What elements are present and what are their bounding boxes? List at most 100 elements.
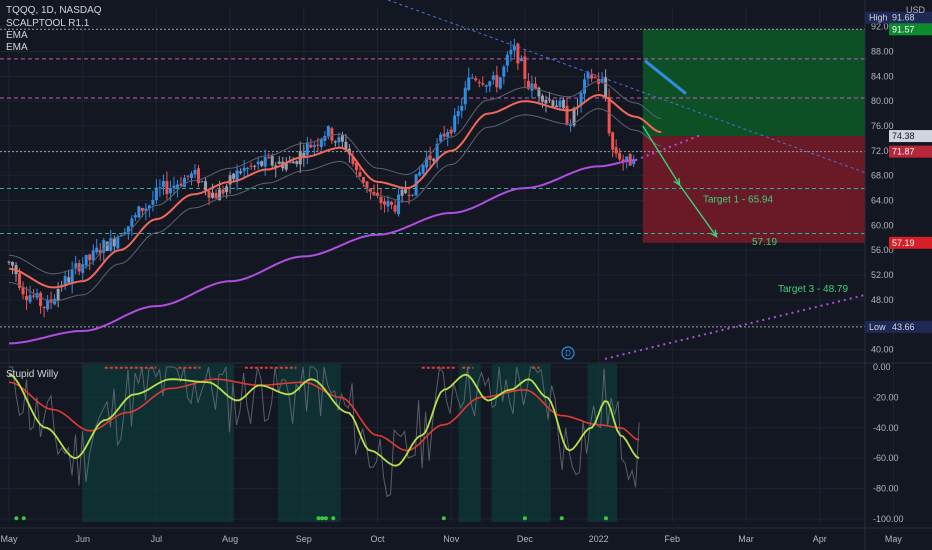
candle-body — [235, 170, 239, 181]
candle-body — [383, 201, 387, 205]
candle-body — [168, 188, 172, 194]
candle-body — [516, 43, 520, 64]
time-tick: Aug — [222, 534, 238, 544]
price-tick: 68.00 — [871, 171, 894, 181]
candle-body — [460, 105, 464, 111]
ema-fast-line — [8, 93, 662, 289]
osc-tick: -80.00 — [873, 484, 899, 494]
high-value: 91.68 — [892, 13, 915, 23]
low-value-bg — [889, 320, 932, 333]
osc-oversold-mark — [331, 516, 336, 521]
candle-body — [463, 87, 467, 105]
candle-body — [558, 100, 562, 107]
price-tick: 80.00 — [871, 96, 894, 106]
candle-body — [7, 261, 11, 263]
oscillator-title[interactable]: Stupid Willy — [6, 369, 59, 380]
candle-body — [263, 157, 267, 167]
candle-body — [526, 80, 530, 89]
candle-body — [218, 189, 222, 201]
candle-body — [109, 238, 113, 251]
osc-tick: -40.00 — [873, 423, 899, 433]
take-profit-tag: 91.57 — [892, 24, 915, 34]
target1-label: Target 1 - 65.94 — [703, 194, 773, 205]
price-tag: 74.38 — [892, 131, 915, 141]
candle-body — [428, 155, 432, 160]
price-tick: 64.00 — [871, 196, 894, 206]
price-tick: 88.00 — [871, 46, 894, 56]
candle-body — [358, 172, 362, 177]
osc-oversold-mark — [14, 516, 19, 521]
candle-body — [593, 76, 597, 78]
candle-body — [519, 57, 523, 62]
candle-body — [151, 199, 155, 205]
price-tick: 60.00 — [871, 220, 894, 230]
osc-oversold-mark — [441, 516, 446, 521]
projection-arrow-1 — [642, 125, 681, 186]
symbol-title[interactable]: TQQQ, 1D, NASDAQ — [6, 5, 102, 16]
candle-body — [39, 292, 43, 307]
price-tick: 56.00 — [871, 245, 894, 255]
candle-body — [126, 226, 130, 233]
osc-oversold-mark — [559, 516, 564, 521]
candle-body — [361, 177, 365, 183]
candle-body — [182, 177, 186, 188]
indicator-scalptool[interactable]: SCALPTOOL R1.1 — [6, 18, 90, 29]
oscillator — [8, 364, 640, 522]
price-tick: 92.00 — [871, 22, 894, 32]
candle-body — [491, 75, 495, 80]
ema-slow-line — [8, 159, 636, 345]
candle-body — [84, 254, 88, 266]
candle-body — [161, 180, 165, 187]
osc-tick: -100.00 — [873, 514, 904, 524]
high-value-bg — [889, 11, 932, 24]
candle-body — [32, 295, 36, 297]
stop-loss-tag: 57.19 — [892, 238, 915, 248]
target3-projection — [604, 294, 866, 360]
candle-body — [137, 206, 141, 218]
candle-body — [600, 78, 604, 83]
candle-body — [421, 165, 425, 174]
candle-body — [565, 105, 569, 125]
time-tick: Apr — [813, 534, 827, 544]
candle-body — [70, 269, 74, 284]
candle-body — [547, 99, 551, 101]
candle-body — [625, 156, 629, 161]
price-tick: 48.00 — [871, 295, 894, 305]
candle-body — [425, 157, 429, 168]
candle-body — [583, 79, 587, 94]
candle-body — [11, 262, 15, 266]
candle-body — [98, 250, 102, 254]
candle-body — [88, 254, 92, 261]
candle-body — [365, 181, 369, 189]
candle-body — [554, 105, 558, 108]
candle-body — [411, 194, 415, 196]
candle-body — [123, 232, 127, 235]
candle-body — [175, 184, 179, 188]
candle-body — [95, 247, 99, 253]
candle-body — [179, 183, 183, 186]
take-profit-zone — [642, 29, 865, 137]
target3-label: Target 3 - 48.79 — [778, 284, 848, 295]
candle-body — [590, 74, 594, 79]
candle-body — [63, 276, 67, 286]
candle-body — [42, 306, 46, 309]
time-tick: Sep — [296, 534, 312, 544]
candle-body — [28, 295, 32, 303]
candle-body — [319, 138, 323, 148]
candle-body — [295, 161, 299, 165]
candle-body — [512, 45, 516, 51]
candle-body — [586, 72, 590, 79]
time-tick: May — [0, 534, 18, 544]
indicator-ema-slow[interactable]: EMA — [6, 42, 28, 53]
indicator-ema-fast[interactable]: EMA — [6, 30, 28, 41]
candle-body — [533, 83, 537, 89]
candle-body — [260, 161, 264, 166]
candle-body — [130, 218, 134, 227]
candle-body — [267, 157, 271, 159]
candle-body — [119, 234, 123, 236]
osc-tick: 0.00 — [873, 362, 891, 372]
candle-body — [604, 77, 608, 98]
candle-body — [386, 201, 390, 207]
high-label-bg — [865, 11, 889, 24]
